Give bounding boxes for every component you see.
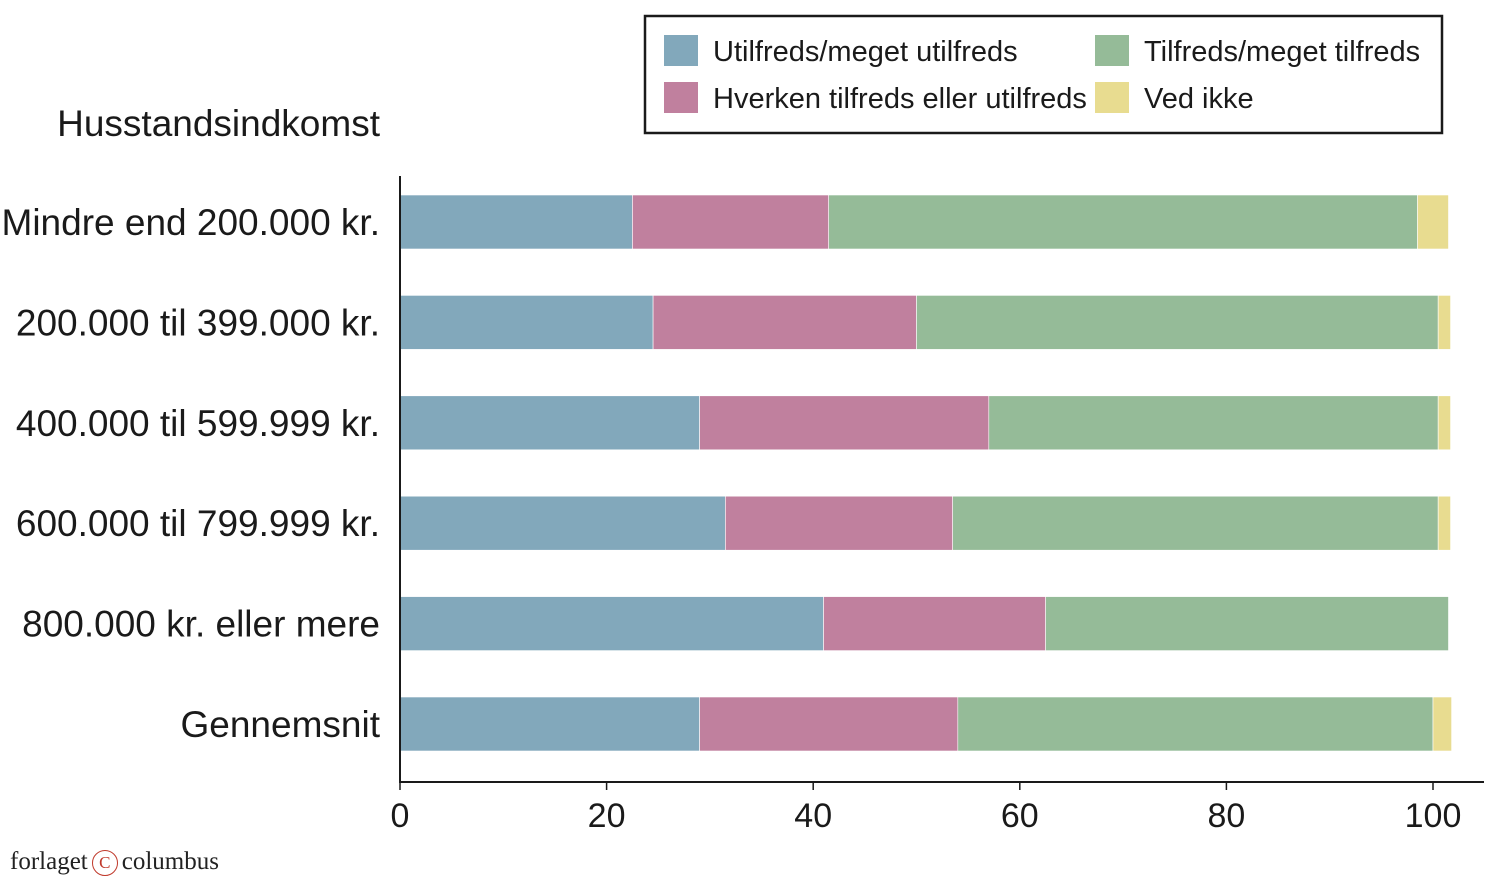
legend-label-1: Utilfreds/meget utilfreds xyxy=(713,36,1018,68)
legend-label-2: Hverken tilfreds eller utilfreds xyxy=(713,83,1087,115)
bar-mindre-end-200-000-kr-series-2 xyxy=(632,194,829,250)
bar-gennemsnit-series-1 xyxy=(399,696,700,752)
category-labels: Mindre end 200.000 kr. 200.000 til 399.00… xyxy=(2,202,381,745)
x-tick-label: 40 xyxy=(794,797,832,835)
legend-swatch-3 xyxy=(1095,35,1129,66)
x-tick-label: 80 xyxy=(1207,797,1245,835)
x-tick-label: 100 xyxy=(1405,797,1462,835)
bar-gennemsnit-series-2 xyxy=(699,696,959,752)
bar-400-000-til-599-999-kr-series-4 xyxy=(1437,395,1451,451)
bar-200-000-til-399-000-kr-series-4 xyxy=(1437,295,1451,350)
bar-mindre-end-200-000-kr-series-1 xyxy=(399,194,633,250)
bar-600-000-til-799-999-kr-series-2 xyxy=(725,495,953,551)
bar-600-000-til-799-999-kr-series-1 xyxy=(399,495,726,551)
category-label: 200.000 til 399.000 kr. xyxy=(16,302,380,343)
category-label: 400.000 til 599.999 kr. xyxy=(16,403,380,444)
bar-gennemsnit-series-3 xyxy=(957,696,1434,752)
bar-600-000-til-799-999-kr-series-4 xyxy=(1437,495,1451,551)
bar-800-000-kr-eller-mere-series-1 xyxy=(399,596,824,651)
category-label: 800.000 kr. eller mere xyxy=(22,604,380,645)
x-tick-label: 20 xyxy=(588,797,626,835)
bar-600-000-til-799-999-kr-series-3 xyxy=(952,495,1439,551)
brand-right-text: columbus xyxy=(121,848,219,875)
x-tick-label: 60 xyxy=(1001,797,1039,835)
brand-left-text: forlaget xyxy=(10,848,88,875)
legend-swatch-2 xyxy=(664,82,698,113)
bar-200-000-til-399-000-kr-series-2 xyxy=(652,295,917,350)
x-axis-ticks: 0 20 40 60 80 100 xyxy=(391,782,1462,835)
category-label: Gennemsnit xyxy=(181,704,381,745)
legend-swatch-4 xyxy=(1095,82,1129,113)
legend: Utilfreds/meget utilfreds Hverken tilfred… xyxy=(643,14,1444,135)
category-label: 600.000 til 799.999 kr. xyxy=(16,503,380,544)
bar-400-000-til-599-999-kr-series-2 xyxy=(699,395,990,451)
copyright-icon: C xyxy=(91,850,118,877)
legend-label-4: Ved ikke xyxy=(1144,83,1254,115)
category-label: Mindre end 200.000 kr. xyxy=(2,202,380,243)
bar-gennemsnit-series-4 xyxy=(1432,696,1452,752)
bar-400-000-til-599-999-kr-series-3 xyxy=(988,395,1439,451)
bar-mindre-end-200-000-kr-series-3 xyxy=(828,194,1418,250)
bar-800-000-kr-eller-mere-series-3 xyxy=(1045,596,1449,651)
bar-800-000-kr-eller-mere-series-2 xyxy=(823,596,1046,651)
bar-200-000-til-399-000-kr-series-3 xyxy=(916,295,1439,350)
x-tick-label: 0 xyxy=(391,797,410,835)
bars xyxy=(399,194,1452,752)
bar-mindre-end-200-000-kr-series-4 xyxy=(1417,194,1449,250)
bar-200-000-til-399-000-kr-series-1 xyxy=(399,295,654,350)
legend-frame xyxy=(643,14,1444,135)
bar-400-000-til-599-999-kr-series-1 xyxy=(399,395,700,451)
legend-label-3: Tilfreds/meget tilfreds xyxy=(1144,36,1420,68)
legend-swatch-1 xyxy=(664,35,698,66)
y-axis-title: Husstandsindkomst xyxy=(57,103,381,144)
